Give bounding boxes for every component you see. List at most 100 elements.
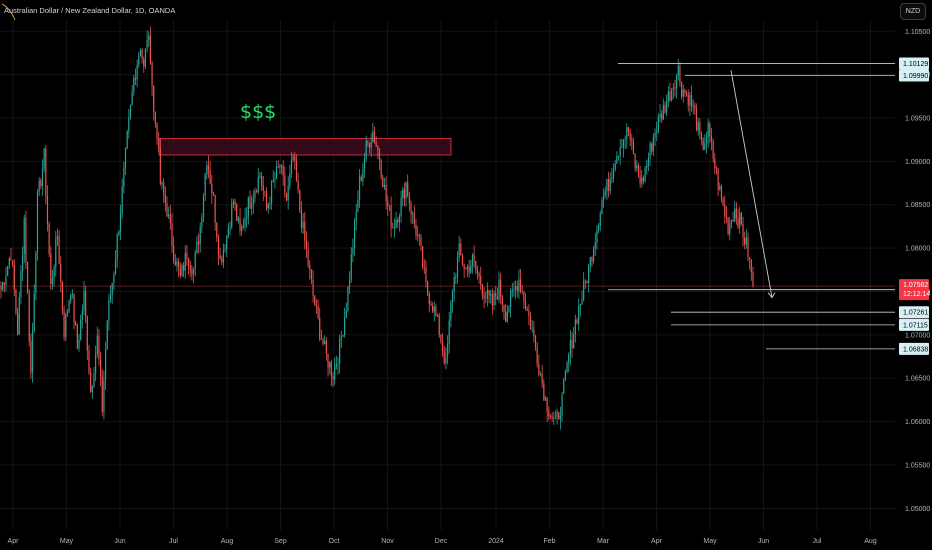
candle-body xyxy=(446,343,449,358)
candle-body xyxy=(510,291,512,308)
candle-body xyxy=(75,322,77,326)
candle-body xyxy=(337,363,339,365)
candle-body xyxy=(60,264,62,282)
currency-button[interactable]: NZD xyxy=(900,3,926,20)
candle-body xyxy=(251,204,253,209)
candle-body xyxy=(171,223,173,247)
candle-body xyxy=(568,355,570,363)
x-tick-label: Aug xyxy=(864,538,877,545)
candle-body xyxy=(413,213,415,225)
candle-body xyxy=(108,300,110,321)
projection-arrow[interactable] xyxy=(730,70,776,299)
candle-body xyxy=(388,205,391,207)
candle-body xyxy=(299,189,301,211)
candle-body xyxy=(533,328,535,337)
candle-body xyxy=(249,197,251,209)
price-tag-label: 1.07115 xyxy=(903,322,928,329)
candle-body xyxy=(677,66,679,76)
candle-body xyxy=(674,87,676,89)
candle-body xyxy=(745,237,747,245)
candle-body xyxy=(80,319,82,340)
candle-body xyxy=(485,298,487,299)
candle-body xyxy=(129,104,132,118)
candle-body xyxy=(181,264,183,276)
candle-body xyxy=(466,266,469,269)
y-tick-label: 1.08000 xyxy=(905,246,930,253)
candle-body xyxy=(397,219,399,223)
candle-body xyxy=(571,339,573,349)
time-axis[interactable]: Apr May Jun Jul Aug Sep Oct Nov Dec 2024 Feb Mar Apr… xyxy=(8,538,877,545)
candle-body xyxy=(138,55,140,65)
candle-body xyxy=(133,77,135,92)
candle-body xyxy=(285,193,288,201)
candle-body xyxy=(619,147,621,156)
candle-body xyxy=(700,133,703,141)
candle-body xyxy=(395,219,397,228)
candle-body xyxy=(50,253,52,284)
candle-body xyxy=(669,91,671,101)
candle-body xyxy=(664,104,666,113)
candle-body xyxy=(201,217,203,227)
candle-body xyxy=(637,165,640,176)
candle-body xyxy=(8,258,10,266)
candle-body xyxy=(602,195,605,201)
candle-body xyxy=(189,265,191,270)
candle-body xyxy=(256,191,258,193)
candle-body xyxy=(576,319,578,324)
candle-body xyxy=(56,236,59,239)
candle-body xyxy=(38,180,40,193)
arrow-shaft xyxy=(730,70,773,298)
candle-body xyxy=(412,213,414,215)
candle-body xyxy=(28,292,30,342)
candle-body xyxy=(752,272,754,287)
candle-body xyxy=(647,157,649,165)
x-tick-label: Jul xyxy=(169,538,178,545)
candle-body xyxy=(15,289,17,313)
candle-body xyxy=(453,276,455,292)
candle-body xyxy=(174,261,176,266)
candle-body xyxy=(578,306,580,324)
candle-body xyxy=(631,139,633,141)
candle-body xyxy=(518,279,520,292)
candle-body xyxy=(186,252,188,259)
candle-body xyxy=(584,280,586,282)
candle-body xyxy=(13,264,15,290)
price-tag xyxy=(899,57,929,70)
candle-body xyxy=(566,362,568,372)
horizontal-level-lines[interactable] xyxy=(0,63,895,350)
candle-body xyxy=(456,257,459,277)
candle-body xyxy=(161,182,163,184)
candle-body xyxy=(211,183,213,194)
candle-body xyxy=(345,310,347,318)
candle-body xyxy=(607,178,610,191)
candle-body xyxy=(402,189,404,199)
candle-body xyxy=(383,184,386,188)
candle-body xyxy=(644,167,646,182)
candle-body xyxy=(334,366,336,380)
candle-body xyxy=(43,148,45,169)
candle-body xyxy=(156,123,158,139)
candle-body xyxy=(163,182,165,195)
candle-body xyxy=(695,108,698,131)
candle-body xyxy=(324,340,326,345)
supply-zone[interactable] xyxy=(158,137,452,156)
candle-body xyxy=(551,416,553,419)
candle-body xyxy=(325,340,327,354)
candle-body xyxy=(627,127,630,132)
candle-body xyxy=(277,166,279,168)
candle-body xyxy=(682,89,684,97)
candle-body xyxy=(242,225,244,227)
candle-body xyxy=(475,260,477,270)
candle-body xyxy=(460,243,462,255)
candle-body xyxy=(128,117,130,132)
x-tick-label: Apr xyxy=(651,538,663,545)
candle-body xyxy=(676,75,678,89)
candle-body xyxy=(7,265,9,276)
candle-body xyxy=(465,268,467,270)
candle-body xyxy=(23,217,25,255)
candle-body xyxy=(295,160,298,181)
candle-body xyxy=(697,122,699,131)
price-axis[interactable]: 1.05000 1.05500 1.06000 1.06500 1.07000 1.075… xyxy=(905,29,930,513)
candle-body xyxy=(609,179,611,191)
